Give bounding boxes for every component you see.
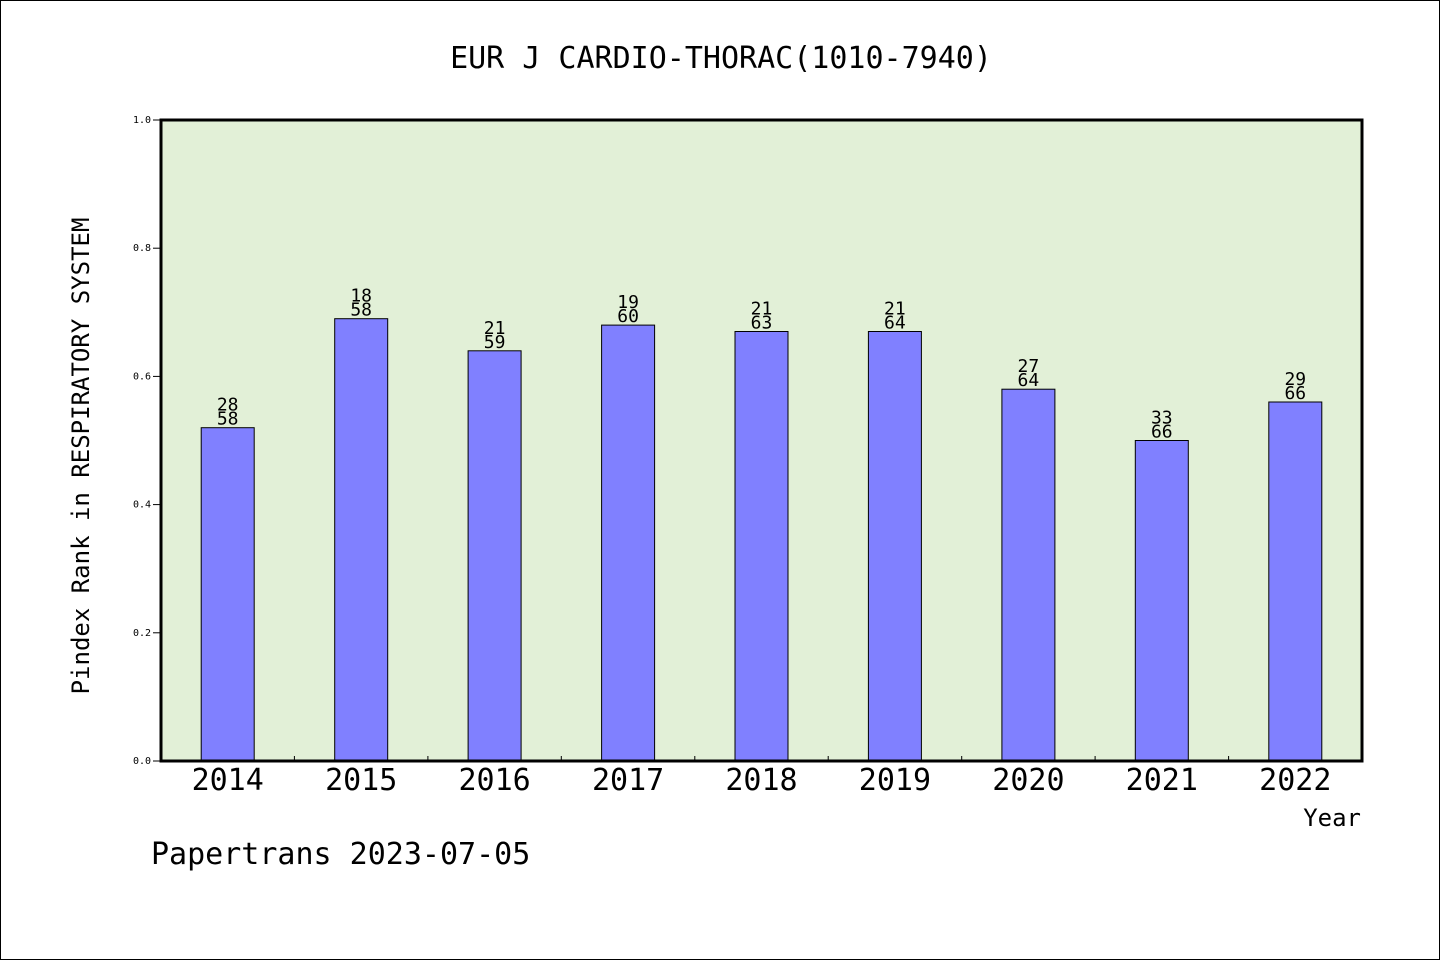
y-tick-label-4: 0.8 xyxy=(133,243,151,254)
total-label-2017: 60 xyxy=(617,306,639,327)
rank-label-2020: 27 xyxy=(1018,356,1040,377)
total-label-2019: 64 xyxy=(884,313,906,334)
y-tick-label-5: 1.0 xyxy=(133,115,151,126)
total-label-2020: 64 xyxy=(1018,370,1040,391)
x-tick-label-2015: 2015 xyxy=(325,763,397,798)
rank-label-2019: 21 xyxy=(884,299,906,320)
rank-label-2015: 18 xyxy=(350,286,372,307)
bar-2022 xyxy=(1268,401,1323,762)
total-label-2021: 66 xyxy=(1151,422,1173,443)
rank-label-2016: 21 xyxy=(484,318,506,339)
x-tick-label-2018: 2018 xyxy=(725,763,797,798)
total-label-2016: 59 xyxy=(484,332,506,353)
x-ticks-group: 2014 2015 2016 2017 2018 2019 2020 2021 2022 xyxy=(192,756,1331,798)
x-tick-label-2014: 2014 xyxy=(192,763,264,798)
bar-2017 xyxy=(601,324,656,762)
bars-group xyxy=(200,318,1323,762)
total-label-2018: 63 xyxy=(751,313,773,334)
x-tick-label-2016: 2016 xyxy=(458,763,530,798)
rank-label-2017: 19 xyxy=(617,292,639,313)
y-tick-label-0: 0.0 xyxy=(133,756,151,767)
x-axis-label: Year xyxy=(1303,804,1361,832)
bar-2021 xyxy=(1134,440,1189,762)
footer-text: Papertrans 2023-07-05 xyxy=(151,837,530,872)
x-tick-label-2017: 2017 xyxy=(592,763,664,798)
plot-frame xyxy=(159,118,1364,763)
bar-2018 xyxy=(734,331,789,762)
x-tick-label-2019: 2019 xyxy=(859,763,931,798)
rank-label-2014: 28 xyxy=(217,395,239,416)
total-label-2015: 58 xyxy=(350,300,372,321)
rank-label-2021: 33 xyxy=(1151,408,1173,429)
total-label-2022: 66 xyxy=(1284,383,1306,404)
rank-label-2022: 29 xyxy=(1284,369,1306,390)
y-tick-label-2: 0.4 xyxy=(133,500,151,511)
bar-2014 xyxy=(200,427,255,762)
y-ticks-group: 0.0 0.2 0.4 0.6 0.8 1.0 xyxy=(133,115,161,767)
chart-title: EUR J CARDIO-THORAC(1010-7940) xyxy=(450,41,992,76)
bar-2015 xyxy=(334,318,389,762)
x-tick-label-2020: 2020 xyxy=(992,763,1064,798)
bar-2016 xyxy=(467,350,522,762)
x-tick-label-2021: 2021 xyxy=(1126,763,1198,798)
y-axis-label: Pindex Rank in RESPIRATORY SYSTEM xyxy=(67,218,95,695)
y-tick-label-1: 0.2 xyxy=(133,628,151,639)
x-tick-label-2022: 2022 xyxy=(1259,763,1331,798)
bar-2019 xyxy=(867,331,922,762)
rank-label-2018: 21 xyxy=(751,299,773,320)
total-label-2014: 58 xyxy=(217,409,239,430)
bar-2020 xyxy=(1001,388,1056,762)
y-tick-label-3: 0.6 xyxy=(133,371,151,382)
